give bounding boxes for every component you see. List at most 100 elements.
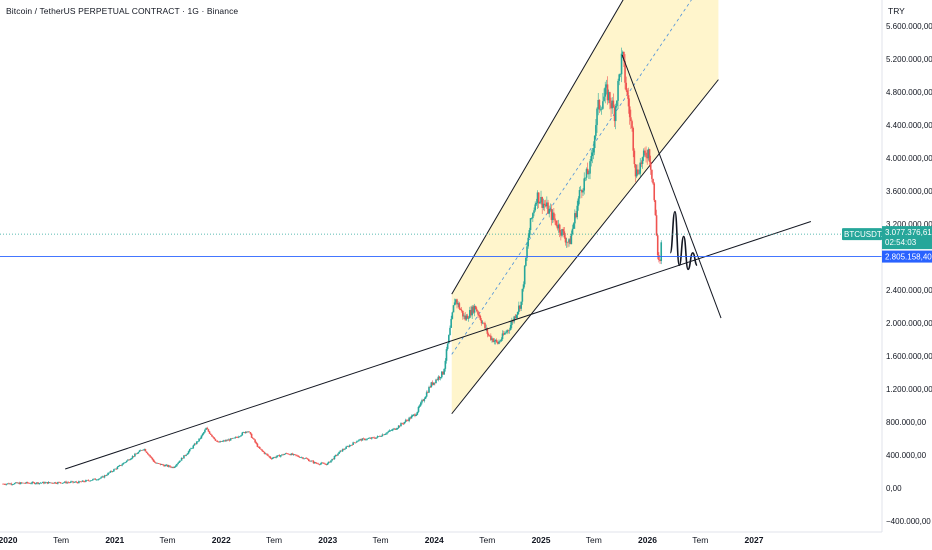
candle-body — [181, 457, 184, 459]
y-tick-label: 0,00 — [886, 484, 902, 493]
candle-body — [218, 441, 220, 443]
candle-body — [171, 466, 174, 468]
candle-body — [282, 454, 284, 456]
candle-body — [184, 455, 186, 456]
candle-body — [338, 451, 340, 454]
candle-body — [208, 431, 211, 434]
candle-body — [256, 443, 259, 447]
candle-body — [141, 450, 143, 451]
candle-body — [145, 451, 148, 453]
candle-body — [10, 483, 13, 485]
candle-body — [645, 152, 647, 158]
candle-body — [430, 382, 433, 388]
candle-body — [444, 360, 447, 369]
candle-body — [407, 420, 409, 421]
candle-body — [399, 425, 401, 427]
candle-body — [309, 461, 311, 462]
candle-body — [254, 439, 256, 443]
candle-body — [23, 482, 25, 484]
candle-body — [385, 433, 387, 435]
candle-body — [67, 482, 70, 484]
candle-body — [17, 482, 20, 484]
candle-body — [286, 453, 289, 455]
candle-body — [131, 456, 134, 459]
candle-body — [106, 475, 108, 476]
candle-body — [467, 317, 470, 319]
candle-body — [618, 74, 621, 81]
candle-body — [502, 333, 505, 335]
candle-body — [15, 482, 17, 484]
candle-body — [264, 453, 267, 455]
candle-body — [47, 482, 50, 484]
candle-body — [297, 455, 300, 457]
candle-body — [237, 436, 240, 438]
candle-body — [634, 164, 637, 177]
candle-body — [45, 482, 48, 483]
candle-body — [582, 190, 584, 193]
horizontal-line-badge — [882, 250, 932, 263]
candle-body — [58, 482, 60, 483]
candle-body — [93, 478, 95, 480]
candle-body — [289, 454, 291, 456]
candle-body — [249, 432, 252, 434]
candle-body — [488, 335, 491, 337]
candle-body — [174, 465, 177, 467]
candle-body — [46, 482, 49, 484]
candle-body — [270, 458, 273, 459]
candle-body — [511, 320, 513, 326]
x-tick-label: 2026 — [638, 535, 657, 545]
candle-body — [146, 452, 149, 455]
candle-body — [118, 465, 121, 466]
currency-label[interactable]: TRY — [888, 6, 905, 16]
candle-body — [34, 483, 37, 485]
candle-body — [214, 439, 217, 441]
candle-body — [163, 465, 165, 467]
candle-body — [177, 462, 179, 465]
countdown-value: 02:54:03 — [885, 238, 917, 247]
candle-body — [69, 481, 72, 483]
candle-body — [81, 480, 84, 482]
candle-body — [148, 454, 150, 456]
candle-body — [626, 90, 629, 96]
candle-body — [326, 463, 329, 465]
x-axis[interactable]: 2020 Tem 2021 Tem 2022 Tem 2023 Tem 2024 Tem 2025 T… — [0, 535, 764, 545]
candle-body — [236, 437, 239, 438]
candle-body — [376, 436, 379, 438]
candle-body — [354, 442, 357, 444]
candle-body — [654, 200, 657, 216]
candle-body — [201, 433, 204, 436]
candle-body — [288, 454, 290, 455]
candle-body — [123, 462, 126, 464]
candle-body — [241, 432, 244, 436]
candle-body — [441, 371, 443, 378]
candle-body — [382, 434, 385, 436]
candle-body — [479, 315, 482, 320]
candle-body — [659, 259, 661, 261]
candle-body — [321, 462, 324, 464]
candle-body — [386, 432, 388, 434]
y-tick-label: 3.200.000,00 — [886, 220, 932, 229]
candle-body — [497, 341, 499, 344]
candle-body — [437, 376, 440, 380]
candle-body — [50, 482, 52, 484]
candle-body — [103, 475, 106, 478]
candle-body — [368, 437, 371, 439]
candle-body — [313, 462, 316, 464]
candle-body — [418, 405, 421, 407]
candle-body — [333, 456, 336, 460]
candle-body — [215, 440, 218, 442]
candle-body — [522, 284, 525, 289]
candle-body — [525, 257, 527, 266]
candle-body — [640, 162, 643, 164]
candle-body — [403, 421, 406, 424]
channel-lower-line — [451, 79, 719, 415]
candle-body — [578, 190, 581, 199]
candle-body — [575, 213, 577, 218]
y-axis[interactable]: 5.600.000,00 5.200.000,00 4.800.000,00 4.40… — [886, 22, 932, 526]
candle-body — [293, 454, 296, 455]
candle-body — [24, 483, 27, 484]
candle-body — [188, 449, 191, 452]
candle-body — [100, 477, 102, 479]
candle-body — [275, 456, 277, 458]
